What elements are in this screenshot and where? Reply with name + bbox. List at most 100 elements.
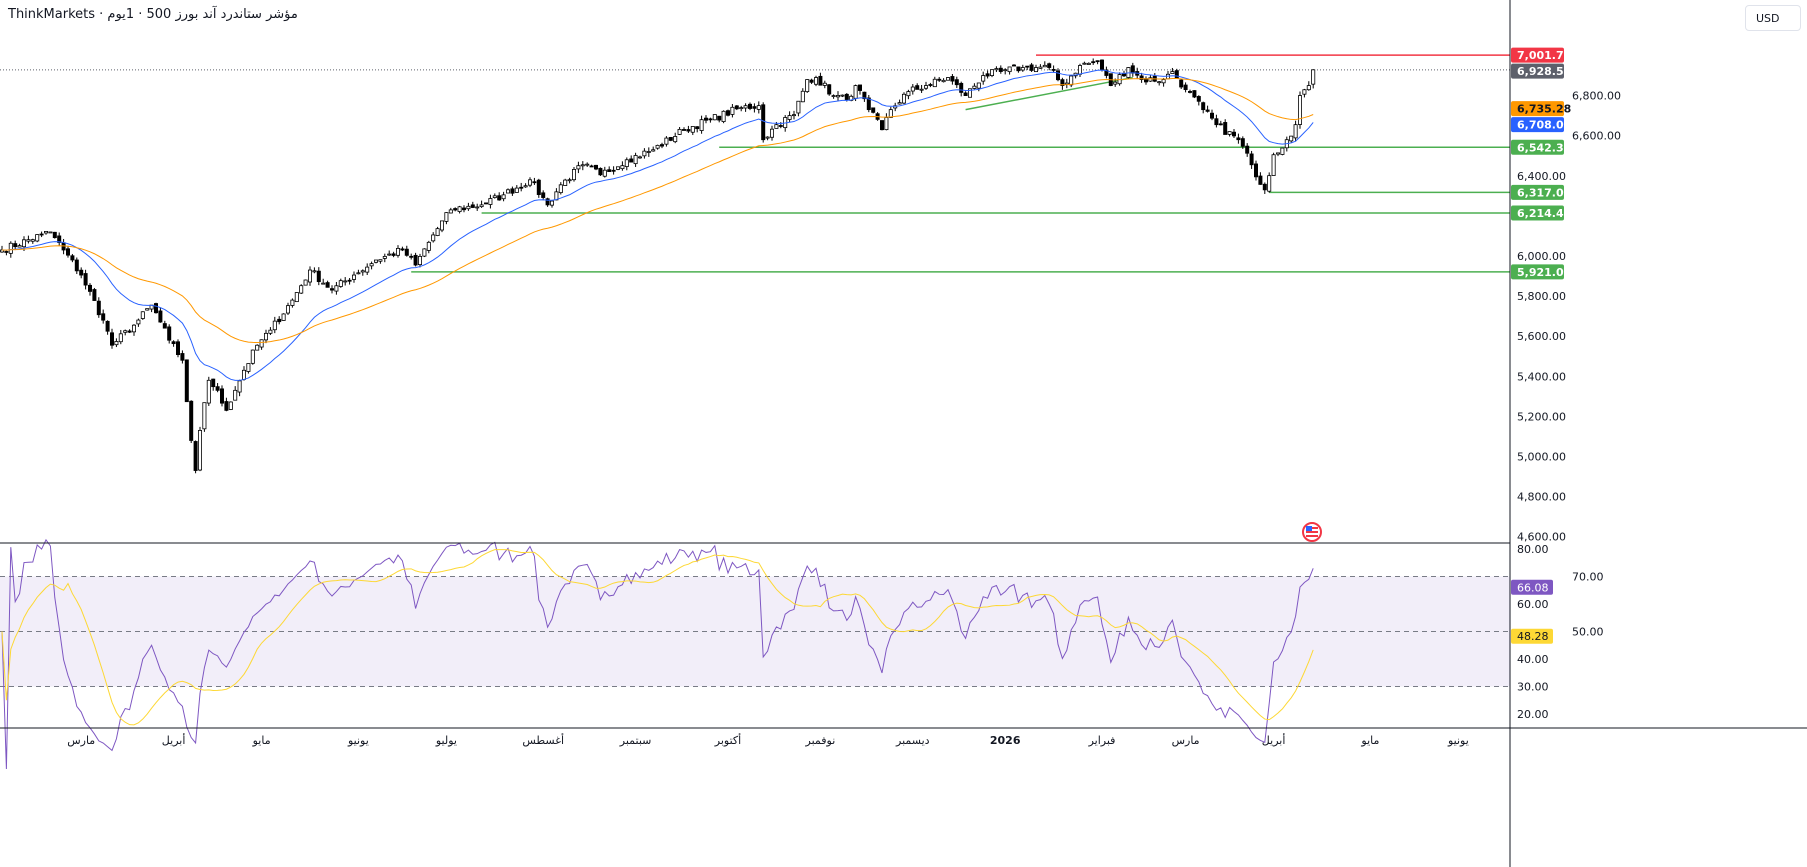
candle bbox=[387, 250, 392, 256]
time-tick-label: مارس bbox=[67, 734, 95, 747]
candle bbox=[664, 136, 669, 147]
candle bbox=[294, 292, 299, 303]
candle bbox=[1240, 136, 1245, 149]
candle bbox=[1218, 120, 1223, 126]
candle bbox=[792, 110, 797, 120]
us-flag-icon[interactable] bbox=[1302, 522, 1322, 542]
candle bbox=[1069, 74, 1074, 88]
candle bbox=[1104, 66, 1109, 79]
price-tick-label: 6,400.00 bbox=[1517, 170, 1566, 183]
price-tick-label: 5,600.00 bbox=[1517, 330, 1566, 343]
svg-text:66.08: 66.08 bbox=[1517, 581, 1549, 594]
candle bbox=[96, 297, 101, 318]
time-tick-label: سبتمبر bbox=[619, 734, 652, 747]
candle bbox=[1157, 81, 1162, 86]
candle bbox=[752, 103, 757, 113]
candle bbox=[281, 313, 286, 321]
candle bbox=[325, 280, 330, 288]
candle bbox=[831, 94, 836, 99]
candle bbox=[259, 339, 264, 350]
candle bbox=[756, 101, 761, 114]
candle bbox=[409, 253, 414, 260]
time-tick-label: يوليو bbox=[435, 734, 457, 747]
candle bbox=[193, 440, 198, 474]
candle bbox=[633, 152, 638, 167]
candle bbox=[1214, 114, 1219, 128]
candle bbox=[1012, 64, 1017, 67]
candle bbox=[110, 328, 115, 349]
svg-text:6,928.55: 6,928.55 bbox=[1517, 65, 1571, 78]
candle bbox=[1254, 160, 1259, 181]
candle bbox=[528, 177, 533, 188]
candle bbox=[1144, 76, 1149, 85]
candle bbox=[642, 148, 647, 159]
candle bbox=[1205, 105, 1210, 113]
candle bbox=[74, 257, 79, 275]
price-label-badge: 6,735.28 bbox=[1511, 101, 1571, 117]
price-label-badge: 6,708.00 bbox=[1511, 117, 1572, 133]
candle bbox=[1276, 152, 1281, 157]
candle bbox=[1170, 67, 1175, 74]
candle bbox=[83, 269, 88, 290]
rsi-tick-label: 50.00 bbox=[1572, 626, 1604, 639]
candle bbox=[638, 155, 643, 159]
candle bbox=[963, 91, 968, 97]
candle bbox=[1227, 131, 1232, 137]
candle bbox=[241, 366, 246, 381]
candle bbox=[576, 161, 581, 174]
candle bbox=[66, 245, 71, 258]
svg-text:6,317.07: 6,317.07 bbox=[1517, 186, 1571, 199]
candle bbox=[871, 107, 876, 114]
candle bbox=[950, 73, 955, 85]
candle bbox=[1179, 79, 1184, 90]
candle bbox=[818, 72, 823, 86]
candle bbox=[180, 350, 185, 364]
price-tick-label: 5,000.00 bbox=[1517, 451, 1566, 464]
candle bbox=[219, 385, 224, 407]
candle bbox=[237, 379, 242, 397]
candle bbox=[321, 278, 326, 285]
price-tick-label: 5,800.00 bbox=[1517, 290, 1566, 303]
candle bbox=[998, 65, 1003, 74]
candle bbox=[1056, 68, 1061, 82]
candle bbox=[250, 349, 255, 365]
time-tick-label: 2026 bbox=[990, 734, 1021, 747]
candle bbox=[356, 269, 361, 275]
price-label-badge: 6,928.55 bbox=[1511, 63, 1571, 79]
currency-button[interactable]: USD bbox=[1745, 5, 1801, 31]
candle bbox=[822, 80, 827, 89]
candle bbox=[629, 155, 634, 163]
candle bbox=[114, 338, 119, 348]
candle bbox=[162, 320, 167, 329]
candle bbox=[734, 105, 739, 111]
candle bbox=[52, 231, 57, 239]
time-tick-label: فبراير bbox=[1088, 734, 1116, 747]
candle bbox=[483, 202, 488, 205]
candle bbox=[1293, 120, 1298, 142]
candle bbox=[717, 115, 722, 123]
time-tick-label: أغسطس bbox=[522, 733, 564, 747]
candle bbox=[660, 142, 665, 149]
candle bbox=[862, 91, 867, 102]
candle bbox=[796, 100, 801, 117]
trendline[interactable] bbox=[965, 76, 1133, 111]
price-label-badge: 6,542.35 bbox=[1511, 139, 1571, 155]
candle bbox=[1073, 72, 1078, 79]
candle bbox=[748, 102, 753, 111]
candle bbox=[1183, 82, 1188, 93]
candle bbox=[1232, 129, 1237, 139]
candle bbox=[827, 84, 832, 96]
candle bbox=[444, 212, 449, 225]
candle bbox=[312, 267, 317, 274]
candle bbox=[1311, 69, 1316, 89]
candle bbox=[1051, 65, 1056, 73]
candle bbox=[1306, 81, 1311, 91]
candle bbox=[1298, 91, 1303, 129]
candle bbox=[787, 111, 792, 123]
candle bbox=[730, 103, 735, 118]
candle bbox=[215, 383, 220, 393]
candle bbox=[39, 231, 44, 238]
time-tick-label: أبريل bbox=[162, 733, 186, 747]
candle bbox=[941, 78, 946, 83]
